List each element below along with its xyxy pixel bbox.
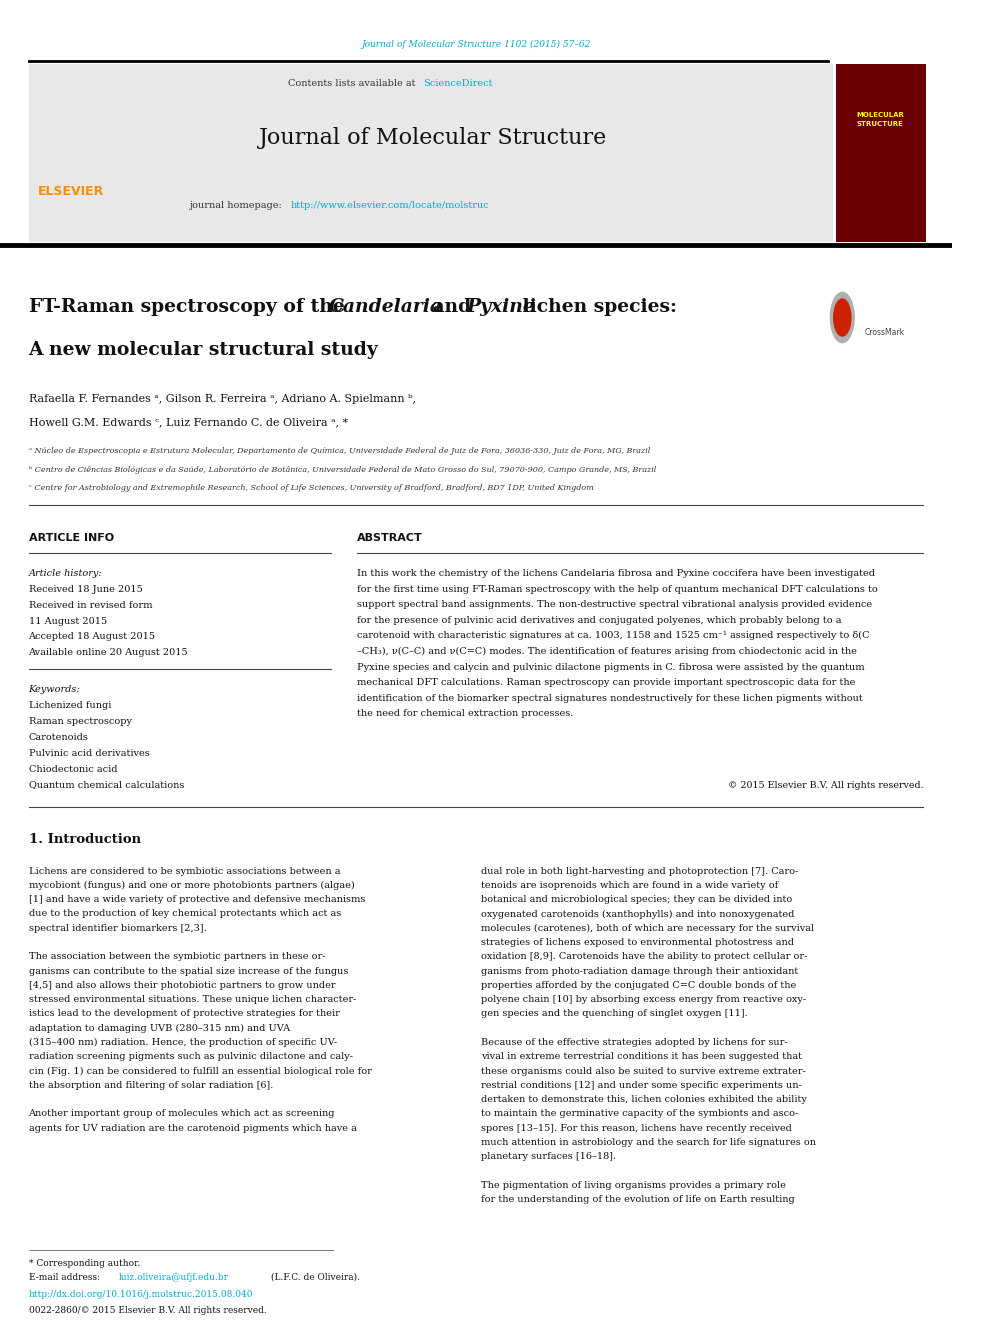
Text: planetary surfaces [16–18].: planetary surfaces [16–18]. xyxy=(481,1152,616,1162)
Text: Another important group of molecules which act as screening: Another important group of molecules whi… xyxy=(29,1110,335,1118)
Text: Rafaella F. Fernandes ᵃ, Gilson R. Ferreira ᵃ, Adriano A. Spielmann ᵇ,: Rafaella F. Fernandes ᵃ, Gilson R. Ferre… xyxy=(29,394,416,405)
Text: Available online 20 August 2015: Available online 20 August 2015 xyxy=(29,648,188,658)
Text: http://dx.doi.org/10.1016/j.molstruc.2015.08.040: http://dx.doi.org/10.1016/j.molstruc.201… xyxy=(29,1290,253,1299)
Ellipse shape xyxy=(830,292,854,343)
Text: spores [13–15]. For this reason, lichens have recently received: spores [13–15]. For this reason, lichens… xyxy=(481,1123,792,1132)
Text: Pyxine: Pyxine xyxy=(466,298,535,316)
Text: E-mail address:: E-mail address: xyxy=(29,1273,102,1282)
Text: (L.F.C. de Oliveira).: (L.F.C. de Oliveira). xyxy=(269,1273,360,1282)
Text: A new molecular structural study: A new molecular structural study xyxy=(29,341,378,360)
Text: for the presence of pulvinic acid derivatives and conjugated polyenes, which pro: for the presence of pulvinic acid deriva… xyxy=(357,615,841,624)
Text: Journal of Molecular Structure 1102 (2015) 57–62: Journal of Molecular Structure 1102 (201… xyxy=(361,40,590,49)
Text: FT-Raman spectroscopy of the: FT-Raman spectroscopy of the xyxy=(29,298,351,316)
Text: for the first time using FT-Raman spectroscopy with the help of quantum mechanic: for the first time using FT-Raman spectr… xyxy=(357,585,878,594)
Text: Accepted 18 August 2015: Accepted 18 August 2015 xyxy=(29,632,156,642)
Text: The association between the symbiotic partners in these or-: The association between the symbiotic pa… xyxy=(29,953,325,962)
Text: dertaken to demonstrate this, lichen colonies exhibited the ability: dertaken to demonstrate this, lichen col… xyxy=(481,1095,806,1105)
Text: Raman spectroscopy: Raman spectroscopy xyxy=(29,717,132,726)
Text: Contents lists available at: Contents lists available at xyxy=(288,79,419,89)
Text: stressed environmental situations. These unique lichen character-: stressed environmental situations. These… xyxy=(29,995,356,1004)
Text: botanical and microbiological species; they can be divided into: botanical and microbiological species; t… xyxy=(481,896,792,904)
Text: ELSEVIER: ELSEVIER xyxy=(39,185,104,198)
Text: [4,5] and also allows their photobiotic partners to grow under: [4,5] and also allows their photobiotic … xyxy=(29,980,335,990)
Text: restrial conditions [12] and under some specific experiments un-: restrial conditions [12] and under some … xyxy=(481,1081,802,1090)
FancyBboxPatch shape xyxy=(835,64,927,242)
Text: oxidation [8,9]. Carotenoids have the ability to protect cellular or-: oxidation [8,9]. Carotenoids have the ab… xyxy=(481,953,807,962)
Text: properties afforded by the conjugated C=C double bonds of the: properties afforded by the conjugated C=… xyxy=(481,980,796,990)
Text: identification of the biomarker spectral signatures nondestructively for these l: identification of the biomarker spectral… xyxy=(357,693,863,703)
Text: ARTICLE INFO: ARTICLE INFO xyxy=(29,533,114,544)
Text: and: and xyxy=(427,298,478,316)
Text: spectral identifier biomarkers [2,3].: spectral identifier biomarkers [2,3]. xyxy=(29,923,206,933)
Text: ᵇ Centro de Ciências Biológicas e da Saúde, Laboratório de Botânica, Universidad: ᵇ Centro de Ciências Biológicas e da Saú… xyxy=(29,466,656,474)
Text: 0022-2860/© 2015 Elsevier B.V. All rights reserved.: 0022-2860/© 2015 Elsevier B.V. All right… xyxy=(29,1306,266,1315)
Text: dual role in both light-harvesting and photoprotection [7]. Caro-: dual role in both light-harvesting and p… xyxy=(481,867,798,876)
Text: CrossMark: CrossMark xyxy=(864,328,905,337)
Text: the need for chemical extraction processes.: the need for chemical extraction process… xyxy=(357,709,573,718)
Text: © 2015 Elsevier B.V. All rights reserved.: © 2015 Elsevier B.V. All rights reserved… xyxy=(727,781,924,790)
Text: Article history:: Article history: xyxy=(29,569,102,578)
Text: oxygenated carotenoids (xanthophylls) and into nonoxygenated: oxygenated carotenoids (xanthophylls) an… xyxy=(481,909,794,918)
Text: ABSTRACT: ABSTRACT xyxy=(357,533,423,544)
Text: istics lead to the development of protective strategies for their: istics lead to the development of protec… xyxy=(29,1009,339,1019)
Text: –CH₃), ν(C–C) and ν(C=C) modes. The identification of features arising from chio: –CH₃), ν(C–C) and ν(C=C) modes. The iden… xyxy=(357,647,857,656)
Text: Received 18 June 2015: Received 18 June 2015 xyxy=(29,585,142,594)
Text: to maintain the germinative capacity of the symbionts and asco-: to maintain the germinative capacity of … xyxy=(481,1110,798,1118)
Text: cin (Fig. 1) can be considered to fulfill an essential biological role for: cin (Fig. 1) can be considered to fulfil… xyxy=(29,1066,371,1076)
Text: mycobiont (fungus) and one or more photobionts partners (algae): mycobiont (fungus) and one or more photo… xyxy=(29,881,354,890)
Text: the absorption and filtering of solar radiation [6].: the absorption and filtering of solar ra… xyxy=(29,1081,273,1090)
Text: Received in revised form: Received in revised form xyxy=(29,601,152,610)
Text: Because of the effective strategies adopted by lichens for sur-: Because of the effective strategies adop… xyxy=(481,1039,788,1046)
Text: much attention in astrobiology and the search for life signatures on: much attention in astrobiology and the s… xyxy=(481,1138,815,1147)
Text: these organisms could also be suited to survive extreme extrater-: these organisms could also be suited to … xyxy=(481,1066,806,1076)
Text: ᵃ Núcleo de Espectroscopia e Estrutura Molecular, Departamento de Química, Unive: ᵃ Núcleo de Espectroscopia e Estrutura M… xyxy=(29,447,650,455)
Text: luiz.oliveira@ufjf.edu.br: luiz.oliveira@ufjf.edu.br xyxy=(119,1273,229,1282)
Text: ᶜ Centre for Astrobiology and Extremophile Research, School of Life Sciences, Un: ᶜ Centre for Astrobiology and Extremophi… xyxy=(29,484,593,492)
Text: [1] and have a wide variety of protective and defensive mechanisms: [1] and have a wide variety of protectiv… xyxy=(29,896,365,904)
Text: for the understanding of the evolution of life on Earth resulting: for the understanding of the evolution o… xyxy=(481,1195,795,1204)
Text: adaptation to damaging UVB (280–315 nm) and UVA: adaptation to damaging UVB (280–315 nm) … xyxy=(29,1024,290,1033)
Text: ganisms can contribute to the spatial size increase of the fungus: ganisms can contribute to the spatial si… xyxy=(29,967,348,975)
Text: In this work the chemistry of the lichens Candelaria fibrosa and Pyxine coccifer: In this work the chemistry of the lichen… xyxy=(357,569,875,578)
Text: journal homepage:: journal homepage: xyxy=(189,201,286,210)
Text: ScienceDirect: ScienceDirect xyxy=(424,79,493,89)
Text: Quantum chemical calculations: Quantum chemical calculations xyxy=(29,781,184,790)
Text: ganisms from photo-radiation damage through their antioxidant: ganisms from photo-radiation damage thro… xyxy=(481,967,798,975)
Text: strategies of lichens exposed to environmental photostress and: strategies of lichens exposed to environ… xyxy=(481,938,794,947)
Text: mechanical DFT calculations. Raman spectroscopy can provide important spectrosco: mechanical DFT calculations. Raman spect… xyxy=(357,679,855,687)
Text: carotenoid with characteristic signatures at ca. 1003, 1158 and 1525 cm⁻¹ assign: carotenoid with characteristic signature… xyxy=(357,631,869,640)
Text: Lichenized fungi: Lichenized fungi xyxy=(29,701,111,710)
Text: molecules (carotenes), both of which are necessary for the survival: molecules (carotenes), both of which are… xyxy=(481,923,813,933)
Text: MOLECULAR
STRUCTURE: MOLECULAR STRUCTURE xyxy=(856,112,905,127)
Text: The pigmentation of living organisms provides a primary role: The pigmentation of living organisms pro… xyxy=(481,1181,786,1189)
Text: * Corresponding author.: * Corresponding author. xyxy=(29,1259,140,1269)
Text: Chiodectonic acid: Chiodectonic acid xyxy=(29,765,117,774)
Text: Keywords:: Keywords: xyxy=(29,685,80,695)
Text: Pyxine species and calycin and pulvinic dilactone pigments in C. fibrosa were as: Pyxine species and calycin and pulvinic … xyxy=(357,663,865,672)
Text: Candelaria: Candelaria xyxy=(328,298,442,316)
Text: Carotenoids: Carotenoids xyxy=(29,733,88,742)
Text: due to the production of key chemical protectants which act as: due to the production of key chemical pr… xyxy=(29,909,341,918)
Text: Howell G.M. Edwards ᶜ, Luiz Fernando C. de Oliveira ᵃ, *: Howell G.M. Edwards ᶜ, Luiz Fernando C. … xyxy=(29,417,347,427)
Text: http://www.elsevier.com/locate/molstruc: http://www.elsevier.com/locate/molstruc xyxy=(291,201,489,210)
Text: polyene chain [10] by absorbing excess energy from reactive oxy-: polyene chain [10] by absorbing excess e… xyxy=(481,995,806,1004)
Text: Lichens are considered to be symbiotic associations between a: Lichens are considered to be symbiotic a… xyxy=(29,867,340,876)
Text: lichen species:: lichen species: xyxy=(516,298,677,316)
Text: Journal of Molecular Structure: Journal of Molecular Structure xyxy=(259,127,607,149)
Text: (315–400 nm) radiation. Hence, the production of specific UV-: (315–400 nm) radiation. Hence, the produ… xyxy=(29,1039,336,1046)
Text: support spectral band assignments. The non-destructive spectral vibrational anal: support spectral band assignments. The n… xyxy=(357,601,872,609)
Ellipse shape xyxy=(833,299,851,336)
FancyBboxPatch shape xyxy=(29,64,832,242)
Text: gen species and the quenching of singlet oxygen [11].: gen species and the quenching of singlet… xyxy=(481,1009,747,1019)
Text: Pulvinic acid derivatives: Pulvinic acid derivatives xyxy=(29,749,150,758)
Text: 1. Introduction: 1. Introduction xyxy=(29,833,141,847)
Text: 11 August 2015: 11 August 2015 xyxy=(29,617,107,626)
Text: radiation screening pigments such as pulvinic dilactone and caly-: radiation screening pigments such as pul… xyxy=(29,1052,352,1061)
Text: agents for UV radiation are the carotenoid pigments which have a: agents for UV radiation are the caroteno… xyxy=(29,1123,356,1132)
Text: vival in extreme terrestrial conditions it has been suggested that: vival in extreme terrestrial conditions … xyxy=(481,1052,802,1061)
Text: tenoids are isoprenoids which are found in a wide variety of: tenoids are isoprenoids which are found … xyxy=(481,881,778,890)
